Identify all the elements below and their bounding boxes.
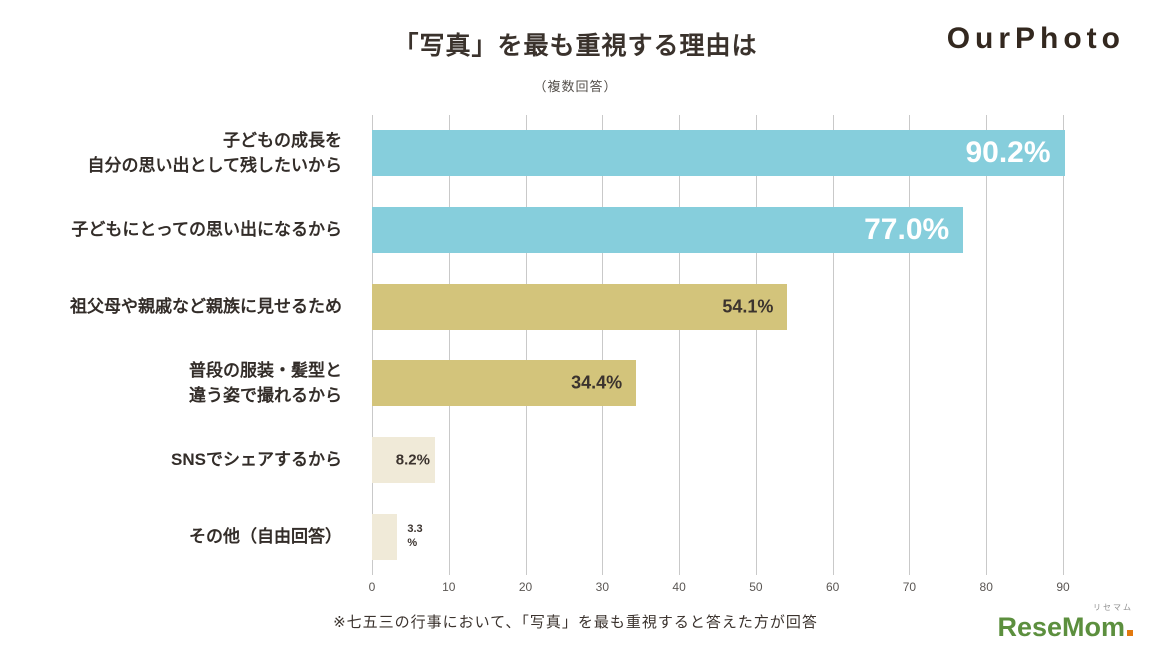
category-label: 祖父母や親戚など親族に見せるため — [70, 296, 342, 316]
chart-row: 34.4% — [372, 345, 1090, 422]
value-label: 77.0% — [864, 212, 950, 246]
resemom-furigana: リセマム — [1093, 603, 1133, 612]
ourphoto-logo: OurPhoto — [946, 22, 1125, 55]
gridline — [372, 115, 373, 575]
x-tick-label: 70 — [902, 580, 917, 594]
gridline — [679, 115, 681, 575]
x-tick-label: 60 — [825, 580, 840, 594]
gridline — [755, 115, 757, 575]
chart-row: 90.2% — [372, 115, 1090, 192]
chart-row: 77.0% — [372, 192, 1090, 269]
gridline — [986, 115, 988, 575]
x-tick-label: 30 — [595, 580, 610, 594]
value-label: 34.4% — [571, 372, 623, 393]
x-tick-label: 20 — [518, 580, 533, 594]
gridline — [832, 115, 834, 575]
category-label: その他（自由回答） — [189, 526, 342, 546]
x-axis: 0 10 20 30 40 50 60 70 80 90 — [368, 580, 1090, 598]
chart-bar: 77.0% — [372, 206, 964, 253]
chart-bar: 90.2% — [372, 130, 1065, 177]
category-label: 子どもにとっての思い出になるから — [71, 220, 342, 240]
x-tick-label: 40 — [672, 580, 686, 594]
value-label: 8.2% — [395, 451, 430, 469]
x-tick-label: 0 — [368, 580, 376, 594]
value-label: 90.2% — [965, 136, 1051, 170]
chart-row: 3.3 % — [372, 498, 1090, 575]
x-tick-label: 10 — [442, 580, 456, 594]
chart-title: 「写真」を最も重視する理由は — [393, 32, 758, 60]
resemom-logo: リセマム ReseMom — [997, 604, 1133, 641]
category-labels: 子どもの成長を 自分の思い出として残したいから子どもにとっての思い出になるから 祖父… — [0, 115, 356, 575]
chart-bar: 54.1% — [372, 283, 788, 330]
gridline — [909, 115, 911, 575]
x-tick-label: 90 — [1056, 580, 1070, 594]
category-label: 普段の服装・髪型と 違う姿で撮れるから — [189, 360, 342, 406]
value-label: 54.1% — [722, 296, 774, 317]
chart-bar: 8.2% — [372, 436, 435, 483]
chart-row: 8.2% — [372, 422, 1090, 499]
chart-bar: 3.3 % — [372, 513, 423, 560]
category-label: 子どもの成長を 自分の思い出として残したいから — [87, 130, 343, 176]
gridline — [448, 115, 450, 575]
x-tick-label: 80 — [979, 580, 993, 594]
chart-row: 54.1% — [372, 268, 1090, 345]
category-label: SNSでシェアするから — [171, 450, 342, 470]
gridline — [602, 115, 604, 575]
chart-bar: 34.4% — [372, 360, 637, 407]
plot-area: 90.2% 77.0% 54.1% 34.4% 8.2% 3.3 % — [372, 115, 1090, 575]
resemom-logo-dot — [1127, 630, 1133, 636]
x-tick-label: 50 — [749, 580, 763, 594]
resemom-logo-text: ReseMom — [997, 612, 1125, 642]
value-label: 3.3 % — [407, 522, 423, 550]
gridline — [525, 115, 527, 575]
footnote: ※七五三の行事において、「写真」を最も重視すると答えた方が回答 — [333, 614, 818, 631]
gridline — [1063, 115, 1064, 575]
chart-subtitle: （複数回答） — [533, 79, 618, 94]
